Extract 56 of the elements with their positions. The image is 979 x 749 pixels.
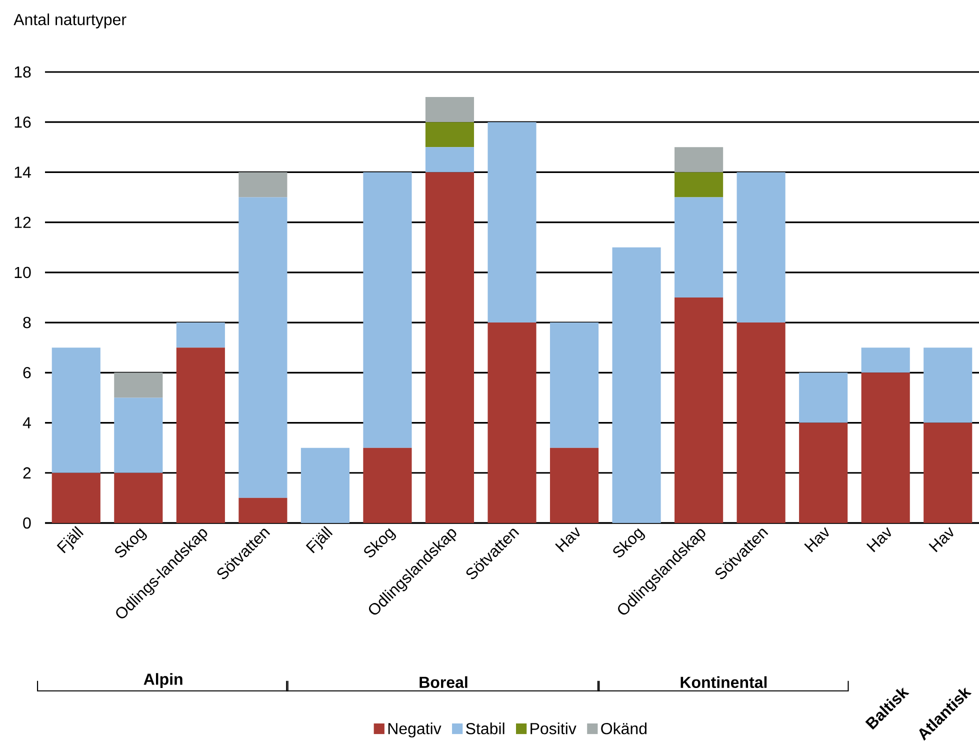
- legend-label: Negativ: [388, 722, 442, 738]
- y-tick-label: 18: [14, 66, 31, 78]
- y-tick-label: 10: [14, 266, 31, 278]
- bar: [425, 147, 474, 172]
- text: Kontinental: [680, 676, 767, 688]
- bar: [425, 172, 474, 523]
- y-tick-label: 14: [14, 166, 31, 178]
- bar: [52, 348, 100, 473]
- bar: [238, 498, 288, 523]
- bar: [924, 422, 972, 523]
- y-tick-label: 0: [23, 517, 31, 529]
- legend-label: Okänd: [601, 722, 646, 734]
- bar: [736, 322, 786, 523]
- bar: [114, 398, 163, 473]
- bar: [799, 372, 848, 423]
- bar: [425, 97, 474, 122]
- y-tick-label: 6: [23, 367, 31, 378]
- bar: [425, 122, 474, 148]
- bar: [488, 322, 536, 523]
- bar: [114, 472, 163, 523]
- bar: [674, 297, 724, 523]
- bar: [238, 172, 288, 198]
- bar: [52, 472, 100, 523]
- legend-label: Positiv: [530, 722, 576, 734]
- text: Alpin: [144, 673, 182, 688]
- bar: [363, 172, 412, 448]
- text: Boreal: [420, 676, 468, 688]
- bar: [176, 348, 225, 523]
- x-tick-label: Hav: [866, 527, 892, 552]
- bar: [674, 147, 724, 172]
- bar: [799, 422, 848, 523]
- y-axis-title: Antal naturtyper: [14, 13, 126, 28]
- bar: [736, 172, 786, 323]
- y-tick-label: 4: [22, 417, 31, 428]
- x-tick-label: Hav: [804, 527, 829, 552]
- bar: [861, 372, 910, 523]
- legend-label: Stabil: [466, 722, 504, 734]
- bar: [674, 172, 724, 198]
- bar: [363, 448, 412, 523]
- x-tick-label: Hav: [928, 527, 954, 552]
- y-tick-label: 2: [23, 467, 31, 478]
- bar: [114, 372, 163, 398]
- bar: [924, 348, 972, 423]
- bar: [238, 197, 288, 498]
- bar: [550, 322, 599, 448]
- bar: [300, 448, 350, 523]
- x-tick-label: Hav: [555, 527, 580, 552]
- y-tick-label: 12: [14, 216, 31, 228]
- bar: [612, 247, 661, 523]
- bar: [674, 197, 724, 298]
- y-tick-label: 8: [23, 316, 31, 328]
- bar: [861, 348, 910, 373]
- bar: [176, 322, 225, 348]
- bar: [550, 448, 599, 523]
- y-tick-label: 16: [14, 116, 31, 128]
- bar: [488, 122, 536, 323]
